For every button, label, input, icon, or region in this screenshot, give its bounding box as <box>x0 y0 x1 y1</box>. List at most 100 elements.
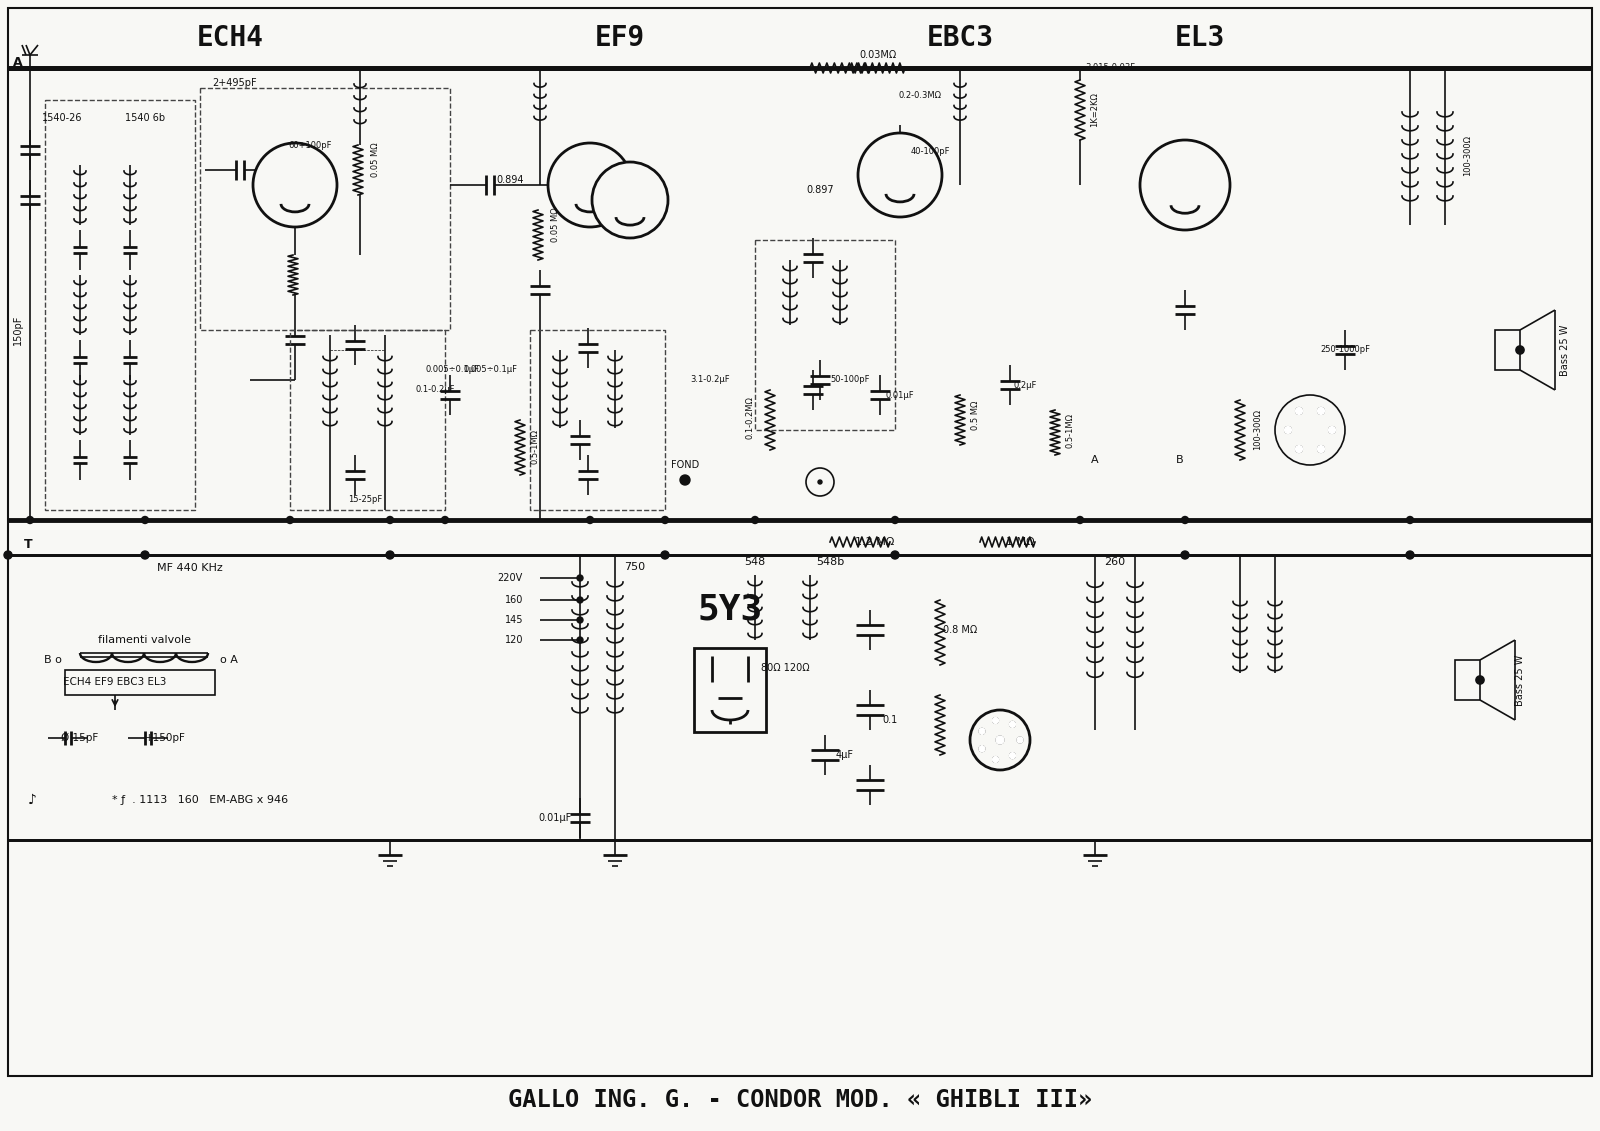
Text: 80Ω 120Ω: 80Ω 120Ω <box>760 663 810 673</box>
Circle shape <box>1139 140 1230 230</box>
Text: ECH4: ECH4 <box>197 24 264 52</box>
Circle shape <box>970 710 1030 770</box>
Circle shape <box>979 728 986 734</box>
Text: Ø 15pF: Ø 15pF <box>61 733 99 743</box>
Text: 0.8 MΩ: 0.8 MΩ <box>942 625 978 634</box>
Circle shape <box>661 551 669 559</box>
Circle shape <box>3 551 13 559</box>
Circle shape <box>680 475 690 485</box>
Text: 15-25pF: 15-25pF <box>347 495 382 504</box>
Text: 100-300Ω: 100-300Ω <box>1253 409 1262 450</box>
Circle shape <box>592 162 669 238</box>
Circle shape <box>661 517 669 524</box>
Text: Bass 25 W: Bass 25 W <box>1515 655 1525 706</box>
Circle shape <box>442 517 448 524</box>
Circle shape <box>1077 517 1083 524</box>
Circle shape <box>995 736 1005 744</box>
Text: 0.01μF: 0.01μF <box>886 390 914 399</box>
Text: 100-300Ω: 100-300Ω <box>1464 135 1472 175</box>
Text: 750: 750 <box>624 562 645 572</box>
Circle shape <box>1285 426 1291 433</box>
Circle shape <box>141 551 149 559</box>
Bar <box>755 240 894 430</box>
Bar <box>66 670 214 696</box>
Circle shape <box>818 480 822 484</box>
Circle shape <box>1010 752 1016 759</box>
Circle shape <box>578 597 582 603</box>
Text: 0.1-0.2μF: 0.1-0.2μF <box>416 386 454 395</box>
Text: 0.2μF: 0.2μF <box>1013 380 1037 389</box>
Text: ECH4 EF9 EBC3 EL3: ECH4 EF9 EBC3 EL3 <box>64 677 166 687</box>
Text: * ƒ  . 1113   160   EM-ABG x 946: * ƒ . 1113 160 EM-ABG x 946 <box>112 795 288 805</box>
Text: 0.897: 0.897 <box>806 185 834 195</box>
Circle shape <box>1328 426 1336 433</box>
Text: A: A <box>13 55 22 69</box>
Bar <box>290 330 445 510</box>
Circle shape <box>578 618 582 623</box>
Text: 0.1: 0.1 <box>882 715 898 725</box>
Text: ♪: ♪ <box>27 793 37 808</box>
Text: 220V: 220V <box>498 573 523 582</box>
Bar <box>200 88 450 330</box>
Circle shape <box>1296 446 1302 452</box>
Circle shape <box>1475 676 1485 684</box>
Circle shape <box>141 517 149 524</box>
Circle shape <box>253 143 338 227</box>
Circle shape <box>891 517 899 524</box>
Text: GALLO ING. G. - CONDOR MOD. « GHIBLI III»: GALLO ING. G. - CONDOR MOD. « GHIBLI III… <box>507 1088 1093 1112</box>
Text: 5Y3: 5Y3 <box>698 593 763 627</box>
Circle shape <box>979 745 986 752</box>
Bar <box>694 648 766 732</box>
Circle shape <box>587 517 594 524</box>
Text: 2+495pF: 2+495pF <box>213 78 258 88</box>
Text: 120: 120 <box>504 634 523 645</box>
Circle shape <box>1010 722 1016 727</box>
Text: 4μF: 4μF <box>835 750 854 760</box>
Circle shape <box>1406 517 1413 524</box>
Text: 150pF: 150pF <box>13 314 22 345</box>
Text: 548b: 548b <box>816 556 845 567</box>
Text: B o: B o <box>45 655 62 665</box>
Text: 0.005÷0.1μF: 0.005÷0.1μF <box>462 365 517 374</box>
Text: 0.01μF: 0.01μF <box>538 813 571 823</box>
Circle shape <box>1181 551 1189 559</box>
Circle shape <box>27 517 34 524</box>
Text: 60+100pF: 60+100pF <box>288 140 331 149</box>
Text: A: A <box>1091 455 1099 465</box>
Text: 3.015-0.03F: 3.015-0.03F <box>1085 63 1134 72</box>
Text: 0.2-0.3MΩ: 0.2-0.3MΩ <box>899 90 941 100</box>
Circle shape <box>1296 407 1302 414</box>
Text: +150pF: +150pF <box>144 733 186 743</box>
Circle shape <box>858 133 942 217</box>
Circle shape <box>1317 446 1325 452</box>
Circle shape <box>386 551 394 559</box>
Circle shape <box>752 517 758 524</box>
Circle shape <box>578 575 582 581</box>
Text: 0.5 MΩ: 0.5 MΩ <box>971 400 979 430</box>
Circle shape <box>286 517 293 524</box>
Text: 0.5-1MΩ: 0.5-1MΩ <box>531 430 539 465</box>
Text: 0.03MΩ: 0.03MΩ <box>859 50 896 60</box>
Text: 145: 145 <box>504 615 523 625</box>
Text: 1K=2KΩ: 1K=2KΩ <box>1091 93 1099 128</box>
Text: 1540-26: 1540-26 <box>42 113 82 123</box>
Bar <box>1494 330 1520 370</box>
Circle shape <box>992 717 998 724</box>
Text: 0.894: 0.894 <box>496 175 523 185</box>
Text: 50-100pF: 50-100pF <box>830 375 870 385</box>
Circle shape <box>1317 407 1325 414</box>
Text: EF9: EF9 <box>595 24 645 52</box>
Circle shape <box>578 637 582 644</box>
Circle shape <box>547 143 632 227</box>
Text: 0.5-1MΩ: 0.5-1MΩ <box>1066 413 1075 448</box>
Text: 0.005÷0.1μF: 0.005÷0.1μF <box>426 365 480 374</box>
Circle shape <box>1406 551 1414 559</box>
Text: 548: 548 <box>744 556 766 567</box>
Text: 0.05 MΩ: 0.05 MΩ <box>550 208 560 242</box>
Circle shape <box>891 551 899 559</box>
Bar <box>1454 661 1480 700</box>
Text: filamenti valvole: filamenti valvole <box>98 634 190 645</box>
Text: 160: 160 <box>504 595 523 605</box>
Text: 260: 260 <box>1104 556 1125 567</box>
Text: 0.05 MΩ: 0.05 MΩ <box>371 143 379 178</box>
